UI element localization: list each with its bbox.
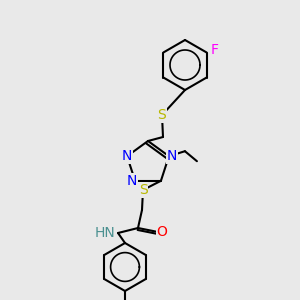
Text: N: N [167,149,177,163]
Text: F: F [211,43,219,56]
Text: HN: HN [94,226,115,240]
Text: O: O [157,225,167,239]
Text: S: S [139,183,147,197]
Text: N: N [127,174,137,188]
Text: S: S [158,108,166,122]
Text: N: N [122,149,132,163]
